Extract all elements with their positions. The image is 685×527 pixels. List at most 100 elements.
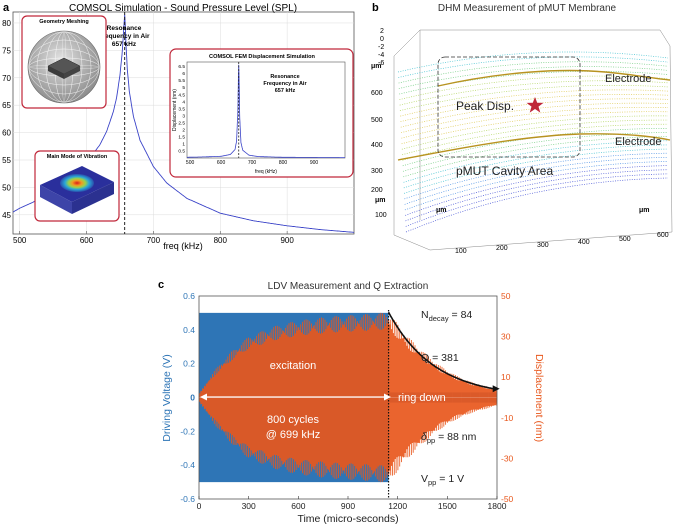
dhm-trace (399, 75, 669, 100)
electrode-label-bottom: Electrode (615, 136, 661, 148)
panel-c-xlabel: Time (micro-seconds) (297, 513, 398, 525)
fem-y-tick-label: 4.5 (178, 92, 185, 98)
fem-y-tick-label: 3 (182, 113, 185, 119)
excitation-label: excitation (270, 360, 316, 372)
fem-inset-title: COMSOL FEM Displacement Simulation (209, 54, 315, 60)
panel-b-title: DHM Measurement of pMUT Membrane (438, 3, 617, 14)
panel-a: a COMSOL Simulation - Sound Pressure Lev… (2, 2, 355, 251)
panel-c-ylabel-right: Displacement (nm) (533, 354, 545, 442)
dhm-trace (402, 123, 669, 161)
fem-y-tick-label: 5 (182, 85, 185, 91)
resonance-label-line-3: 657 kHz (112, 41, 137, 48)
x-tick-label: 900 (280, 236, 294, 245)
x-tick-label: 1500 (438, 501, 457, 511)
electrode-line-bottom (397, 133, 671, 161)
dhm-trace (398, 56, 669, 78)
cavity-area-label: pMUT Cavity Area (456, 164, 553, 178)
resonance-label-line-1: Resonance (107, 25, 142, 32)
fem-y-tick-label: 1.5 (178, 135, 185, 141)
fem-displacement-inset: COMSOL FEM Displacement Simulation 500 60… (169, 48, 354, 178)
dhm-trace (397, 51, 669, 73)
unit-label: μm (375, 197, 386, 204)
panel-c-letter: c (158, 279, 164, 291)
y-tick-label-left: 0.2 (183, 359, 195, 369)
dhm-trace (404, 161, 669, 211)
y-tick-label-left: -0.4 (180, 460, 195, 470)
y-tick-label: 55 (2, 156, 11, 165)
fem-y-tick-label: 6.5 (178, 64, 185, 70)
fem-y-tick-label: 1 (182, 142, 185, 148)
fem-ticks: 500 600 700 800 9000.511.522.533.544.555.566… (178, 64, 318, 166)
fem-y-tick-label: 0.5 (178, 149, 185, 155)
dhm-trace (405, 165, 669, 216)
fem-y-tick-label: 3.5 (178, 106, 185, 112)
fem-y-tick-label: 5.5 (178, 78, 185, 84)
panel-c-ylabel-left: Driving Voltage (V) (161, 354, 173, 442)
panel-a-xlabel: freq (kHz) (163, 241, 203, 251)
bottom-tick: 600 (657, 232, 669, 239)
y-tick-label-right: 10 (501, 372, 511, 382)
left-tick: 400 (371, 142, 383, 149)
left-tick: 100 (375, 212, 387, 219)
unit-label: μm (639, 207, 650, 214)
main-mode-inset: Main Mode of Vibration (34, 150, 120, 222)
bottom-tick: 300 (537, 242, 549, 249)
dhm-trace (402, 127, 669, 167)
y-tick-label-right: -30 (501, 453, 514, 463)
dhm-trace (400, 94, 669, 122)
peak-displacement-label: Peak Disp. (456, 99, 514, 113)
left-tick: 600 (371, 90, 383, 97)
bottom-tick: 200 (496, 245, 508, 252)
z-tick: -2 (378, 44, 384, 51)
fem-y-tick-label: 2.5 (178, 121, 185, 127)
cycles-arrow-right (384, 393, 391, 401)
dhm-trace (402, 119, 669, 156)
x-tick-label: 700 (147, 236, 161, 245)
dhm-trace (404, 156, 669, 205)
y-tick-label: 50 (2, 183, 11, 192)
dhm-trace (403, 140, 669, 183)
peak-star (526, 97, 544, 113)
bottom-tick: 500 (619, 236, 631, 243)
dhm-trace (398, 66, 669, 89)
geometry-inset-title: Geometry Meshing (39, 19, 89, 25)
mesh-device-side (48, 66, 64, 79)
mode-hotspot (60, 174, 94, 192)
mode-inset-title: Main Mode of Vibration (47, 154, 108, 160)
z-tick: 2 (380, 28, 384, 35)
dhm-trace (399, 71, 669, 95)
x-tick-label: 600 (80, 236, 94, 245)
panel-c: c LDV Measurement and Q Extraction 0 300 6… (158, 279, 545, 525)
q-label: Q = 381 (421, 352, 459, 364)
y-tick-label-left: 0.4 (183, 325, 195, 335)
dhm-trace (400, 102, 669, 134)
y-tick-label-right: -50 (501, 494, 514, 504)
mode-left-face (40, 185, 72, 214)
dhm-trace (400, 98, 669, 128)
dhm-trace (401, 115, 669, 150)
fem-y-tick-label: 6 (182, 71, 185, 77)
fem-x-tick-label: 900 (310, 160, 319, 166)
fem-y-tick-label: 4 (182, 99, 185, 105)
dhm-trace (401, 107, 669, 139)
y-tick-label-left: 0 (190, 393, 195, 403)
y-tick-label-right: 50 (501, 291, 511, 301)
y-tick-label: 45 (2, 211, 11, 220)
y-tick-label: 75 (2, 46, 11, 55)
y-tick-label-left: -0.2 (180, 426, 195, 436)
y-tick-label: 65 (2, 101, 11, 110)
fem-inset-frame (169, 48, 354, 178)
mesh-longitude (36, 31, 92, 103)
dhm-trace (398, 61, 669, 84)
ring-down-label: ring down (398, 392, 446, 404)
dhm-trace (404, 152, 669, 200)
left-tick: 300 (371, 168, 383, 175)
fem-series-line (187, 64, 345, 158)
fem-plot-frame (186, 61, 346, 159)
resonance-label-line-2: Frequency in Air (98, 33, 150, 40)
x-tick-label: 300 (242, 501, 256, 511)
mesh-device-side-2 (64, 66, 80, 79)
left-tick: 500 (371, 117, 383, 124)
